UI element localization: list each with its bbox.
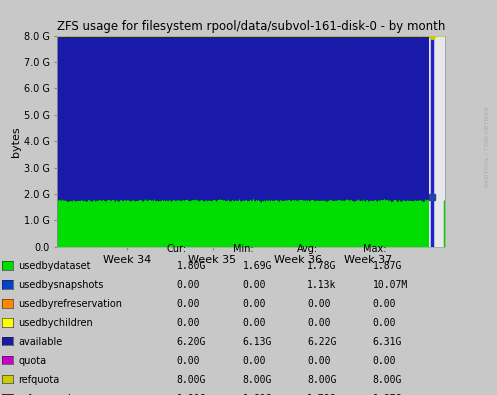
Text: 10.07M: 10.07M: [373, 280, 408, 290]
Text: Min:: Min:: [233, 244, 253, 254]
Text: 0.00: 0.00: [373, 318, 396, 328]
Text: RRDTOOL / TOBI OETIKER: RRDTOOL / TOBI OETIKER: [485, 106, 490, 186]
Text: 8.00G: 8.00G: [243, 375, 272, 385]
Text: 1.87G: 1.87G: [373, 394, 402, 395]
Text: 6.31G: 6.31G: [373, 337, 402, 347]
Text: Avg:: Avg:: [297, 244, 319, 254]
Text: 0.00: 0.00: [307, 318, 331, 328]
Text: 0.00: 0.00: [243, 318, 266, 328]
Text: usedbychildren: usedbychildren: [18, 318, 93, 328]
Text: 1.69G: 1.69G: [243, 394, 272, 395]
Text: 0.00: 0.00: [243, 280, 266, 290]
Text: 0.00: 0.00: [307, 299, 331, 309]
Text: quota: quota: [18, 356, 47, 366]
Text: Cur:: Cur:: [166, 244, 186, 254]
Text: 1.87G: 1.87G: [373, 261, 402, 271]
Text: 1.80G: 1.80G: [176, 394, 206, 395]
Text: 0.00: 0.00: [176, 318, 200, 328]
Y-axis label: bytes: bytes: [11, 126, 21, 156]
Text: 0.00: 0.00: [307, 356, 331, 366]
Title: ZFS usage for filesystem rpool/data/subvol-161-disk-0 - by month: ZFS usage for filesystem rpool/data/subv…: [57, 20, 445, 33]
Text: referenced: referenced: [18, 394, 71, 395]
Text: usedbyrefreservation: usedbyrefreservation: [18, 299, 122, 309]
Text: 1.78G: 1.78G: [307, 394, 336, 395]
Text: 0.00: 0.00: [176, 280, 200, 290]
Text: 1.69G: 1.69G: [243, 261, 272, 271]
Text: 1.13k: 1.13k: [307, 280, 336, 290]
Bar: [429, 36, 445, 247]
Text: 0.00: 0.00: [373, 356, 396, 366]
Text: 6.20G: 6.20G: [176, 337, 206, 347]
Text: 8.00G: 8.00G: [176, 375, 206, 385]
Text: available: available: [18, 337, 63, 347]
Text: Max:: Max:: [363, 244, 386, 254]
Text: refquota: refquota: [18, 375, 60, 385]
Text: 6.13G: 6.13G: [243, 337, 272, 347]
Text: 8.00G: 8.00G: [307, 375, 336, 385]
Text: usedbysnapshots: usedbysnapshots: [18, 280, 104, 290]
Text: usedbydataset: usedbydataset: [18, 261, 91, 271]
Text: 0.00: 0.00: [373, 299, 396, 309]
Text: 8.00G: 8.00G: [373, 375, 402, 385]
Text: 0.00: 0.00: [176, 356, 200, 366]
Text: 0.00: 0.00: [243, 299, 266, 309]
Text: 0.00: 0.00: [243, 356, 266, 366]
Text: 6.22G: 6.22G: [307, 337, 336, 347]
Text: 0.00: 0.00: [176, 299, 200, 309]
Text: 1.78G: 1.78G: [307, 261, 336, 271]
Text: 1.80G: 1.80G: [176, 261, 206, 271]
